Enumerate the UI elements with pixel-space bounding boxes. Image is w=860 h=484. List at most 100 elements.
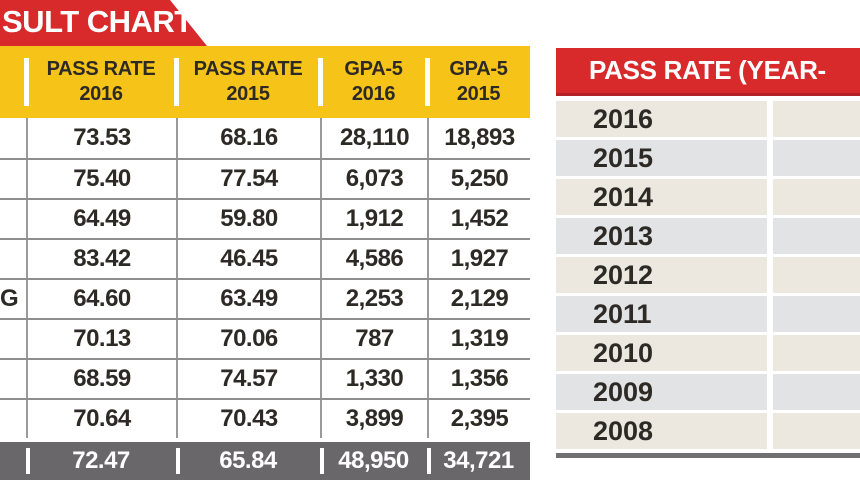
year-label: 2013	[556, 218, 767, 254]
column-header-label: PASS RATE	[46, 58, 156, 80]
board-cell	[0, 118, 26, 158]
year-label: 2012	[556, 257, 767, 293]
pass-rate-2016-cell: 64.49	[26, 200, 176, 238]
pass-rate-2016-cell: 64.60	[26, 280, 176, 318]
pass-rate-2016-cell: 73.53	[26, 118, 176, 158]
year-row: 2016	[556, 101, 860, 137]
year-label: 2014	[556, 179, 767, 215]
gpa5-2015-cell: 1,319	[427, 320, 530, 358]
year-label: 2008	[556, 413, 767, 449]
pass-rate-2015-cell: 68.16	[176, 118, 320, 158]
pass-rate-2016-cell: 75.40	[26, 160, 176, 198]
pass-rate-value-cell	[773, 257, 860, 293]
pass-rate-2015-cell: 46.45	[176, 240, 320, 278]
pass-rate-2015-cell: 74.57	[176, 360, 320, 398]
column-header-year: 2015	[456, 83, 501, 105]
board-results-table: 73.53 68.16 28,110 18,893 75.40 77.54 6,…	[0, 118, 530, 438]
year-row: 2009	[556, 374, 860, 410]
year-label: 2010	[556, 335, 767, 371]
total-label-cell	[0, 442, 26, 480]
year-row: 2014	[556, 179, 860, 215]
gpa5-2015-cell: 5,250	[427, 160, 530, 198]
column-header-gpa5-2015: GPA-5 2015	[425, 46, 530, 118]
gpa5-2015-cell: 1,927	[427, 240, 530, 278]
pass-rate-value-cell	[773, 140, 860, 176]
year-row: 2013	[556, 218, 860, 254]
pass-rate-2015-cell: 59.80	[176, 200, 320, 238]
pass-rate-value-cell	[773, 296, 860, 332]
pass-rate-value-cell	[773, 101, 860, 137]
year-row: 2011	[556, 296, 860, 332]
table-row: 73.53 68.16 28,110 18,893	[0, 118, 530, 158]
column-header-year: 2016	[79, 83, 123, 105]
pass-rate-2015-cell: 70.06	[176, 320, 320, 358]
column-header-year: 2016	[351, 83, 396, 105]
pass-rate-value-cell	[773, 374, 860, 410]
table-row: 75.40 77.54 6,073 5,250	[0, 158, 530, 198]
total-pass-rate-2016: 72.47	[26, 442, 176, 480]
pass-rate-2015-cell: 63.49	[176, 280, 320, 318]
pass-rate-2016-cell: 70.64	[26, 400, 176, 438]
year-label: 2009	[556, 374, 767, 410]
gpa5-2016-cell: 787	[320, 320, 427, 358]
banner-title: SULT CHART	[2, 4, 193, 39]
pass-rate-2015-cell: 77.54	[176, 160, 320, 198]
banner-red-ribbon	[0, 0, 207, 46]
table-row: 83.42 46.45 4,586 1,927	[0, 238, 530, 278]
total-pass-rate-2015: 65.84	[176, 442, 320, 480]
column-header-label: GPA-5	[449, 58, 508, 80]
bottom-rule	[556, 453, 860, 458]
result-chart-banner: SULT CHART	[0, 0, 530, 46]
board-cell: G	[0, 285, 19, 312]
pass-rate-value-cell	[773, 179, 860, 215]
year-row: 2008	[556, 413, 860, 449]
gpa5-2016-cell: 6,073	[320, 160, 427, 198]
gpa5-2016-cell: 3,899	[320, 400, 427, 438]
column-header-board	[0, 46, 26, 118]
gpa5-2016-cell: 1,330	[320, 360, 427, 398]
gpa5-2015-cell: 1,356	[427, 360, 530, 398]
year-label: 2011	[556, 296, 767, 332]
board-cell	[0, 320, 26, 358]
year-wise-pass-rate-table: 2016 2015 2014 2013 2012 2011 2010 2009	[556, 101, 860, 452]
year-row: 2015	[556, 140, 860, 176]
year-row: 2012	[556, 257, 860, 293]
pass-rate-2016-cell: 83.42	[26, 240, 176, 278]
column-header-label: GPA-5	[344, 58, 403, 80]
board-cell	[0, 360, 26, 398]
table-row: 68.59 74.57 1,330 1,356	[0, 358, 530, 398]
gpa5-2016-cell: 2,253	[320, 280, 427, 318]
column-header-pass-rate-2016: PASS RATE 2016	[24, 46, 176, 118]
pass-rate-value-cell	[773, 218, 860, 254]
year-label: 2015	[556, 140, 767, 176]
gpa5-2015-cell: 18,893	[427, 118, 530, 158]
gpa5-2015-cell: 2,395	[427, 400, 530, 438]
total-gpa5-2016: 48,950	[320, 442, 427, 480]
gpa5-2015-cell: 2,129	[427, 280, 530, 318]
pass-rate-2016-cell: 68.59	[26, 360, 176, 398]
column-header-pass-rate-2015: PASS RATE 2015	[174, 46, 320, 118]
year-label: 2016	[556, 101, 767, 137]
gpa5-2016-cell: 1,912	[320, 200, 427, 238]
column-header-gpa5-2016: GPA-5 2016	[318, 46, 427, 118]
total-row: 72.47 65.84 48,950 34,721	[0, 442, 530, 480]
column-header-year: 2015	[226, 83, 270, 105]
gpa5-2016-cell: 4,586	[320, 240, 427, 278]
board-table-header-row: PASS RATE 2016 PASS RATE 2015 GPA-5 2016…	[0, 46, 530, 118]
board-cell	[0, 400, 26, 438]
gpa5-2015-cell: 1,452	[427, 200, 530, 238]
gpa5-2016-cell: 28,110	[320, 118, 427, 158]
total-gpa5-2015: 34,721	[427, 442, 530, 480]
year-wise-pass-rate-header: PASS RATE (YEAR-	[556, 48, 860, 96]
pass-rate-2016-cell: 70.13	[26, 320, 176, 358]
column-header-label: PASS RATE	[193, 58, 303, 80]
table-row: 70.13 70.06 787 1,319	[0, 318, 530, 358]
table-row: G 64.60 63.49 2,253 2,129	[0, 278, 530, 318]
board-cell	[0, 160, 26, 198]
pass-rate-value-cell	[773, 335, 860, 371]
table-row: 64.49 59.80 1,912 1,452	[0, 198, 530, 238]
table-row: 70.64 70.43 3,899 2,395	[0, 398, 530, 438]
year-row: 2010	[556, 335, 860, 371]
board-cell	[0, 240, 26, 278]
